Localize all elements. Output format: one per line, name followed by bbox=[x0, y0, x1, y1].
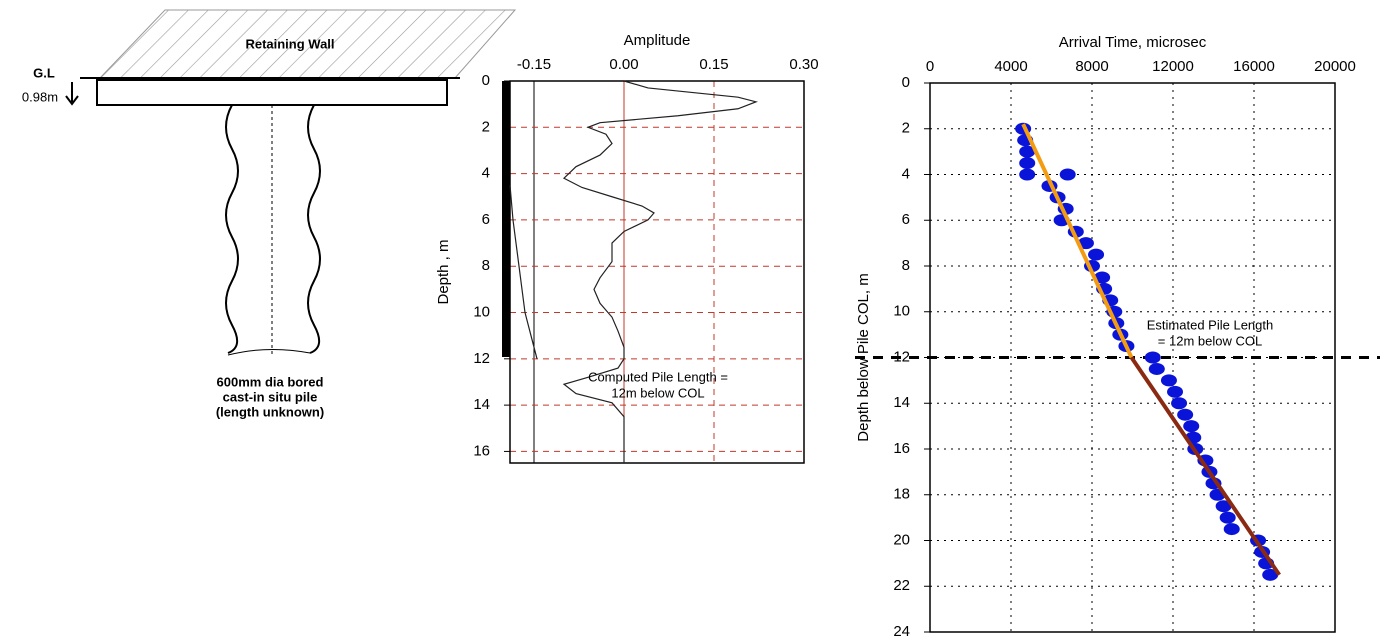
data-point bbox=[1215, 500, 1232, 513]
data-point bbox=[1094, 271, 1111, 284]
data-line bbox=[1021, 123, 1134, 359]
pile-caption: cast-in situ pile bbox=[223, 389, 318, 404]
pile-diagram: Retaining Wall G.L 0.98m 600mm dia bored… bbox=[22, 9, 517, 419]
data-point bbox=[1167, 385, 1184, 398]
y-tick-label: 6 bbox=[482, 211, 490, 228]
data-point bbox=[1177, 408, 1194, 421]
annotation: Estimated Pile Length bbox=[1147, 317, 1273, 332]
x-tick-label: 20000 bbox=[1314, 58, 1356, 75]
arrow-head bbox=[65, 95, 79, 106]
pile-bar bbox=[502, 81, 510, 357]
y-tick-label: 6 bbox=[902, 211, 910, 228]
y-tick-label: 12 bbox=[473, 350, 490, 367]
y-tick-label: 16 bbox=[893, 440, 910, 457]
pile-caption: 600mm dia bored bbox=[217, 374, 324, 389]
x-tick-label: 0 bbox=[926, 58, 934, 75]
x-tick-label: 4000 bbox=[994, 58, 1027, 75]
chart: -0.15 0.00 0.15 0.30 0 2 4 6 8 10 12 14 16 Amplitude D… bbox=[435, 32, 819, 464]
wall-label: Retaining Wall bbox=[245, 36, 334, 51]
y-tick-label: 2 bbox=[482, 118, 490, 135]
x-tick-label: 16000 bbox=[1233, 58, 1275, 75]
y-tick-label: 0 bbox=[482, 72, 490, 89]
data-point bbox=[1088, 248, 1105, 261]
x-tick-label: 0.00 bbox=[609, 56, 638, 73]
data-point bbox=[1148, 362, 1165, 375]
y-tick-label: 4 bbox=[902, 165, 910, 182]
y-tick-label: 24 bbox=[893, 623, 910, 637]
x-tick-label: 0.15 bbox=[699, 56, 728, 73]
y-tick-label: 14 bbox=[893, 394, 910, 411]
chart-title: Amplitude bbox=[624, 32, 691, 49]
data-line bbox=[1129, 356, 1281, 576]
y-tick-label: 14 bbox=[473, 396, 490, 413]
annotation: = 12m below COL bbox=[1158, 333, 1262, 348]
annotation: 12m below COL bbox=[611, 385, 704, 400]
y-tick-label: 18 bbox=[893, 486, 910, 503]
pile-caption: (length unknown) bbox=[216, 404, 324, 419]
gl-label: G.L bbox=[33, 65, 55, 80]
y-tick-label: 16 bbox=[473, 442, 490, 459]
y-tick-label: 20 bbox=[893, 531, 910, 548]
data-line bbox=[562, 80, 758, 463]
data-point bbox=[1262, 568, 1279, 581]
y-tick-label: 10 bbox=[893, 303, 910, 320]
y-tick-label: 8 bbox=[902, 257, 910, 274]
pile-cap bbox=[96, 79, 448, 106]
data-point bbox=[1183, 420, 1200, 433]
annotation: Computed Pile Length = bbox=[588, 369, 728, 384]
y-tick-label: 4 bbox=[482, 165, 490, 182]
x-tick-label: 12000 bbox=[1152, 58, 1194, 75]
data-point bbox=[1171, 397, 1188, 410]
data-point bbox=[1019, 168, 1036, 181]
y-tick-label: 2 bbox=[902, 120, 910, 137]
y-tick-label: 8 bbox=[482, 257, 490, 274]
pile-toe bbox=[227, 348, 311, 356]
data-point bbox=[1160, 374, 1177, 387]
data-point bbox=[1059, 168, 1076, 181]
chart-title: Arrival Time, microsec bbox=[1059, 34, 1207, 51]
y-tick-label: 12 bbox=[893, 348, 910, 365]
data-line bbox=[509, 185, 538, 359]
data-point bbox=[1144, 351, 1161, 364]
plot-frame bbox=[509, 80, 805, 464]
data-point bbox=[1219, 511, 1236, 524]
x-tick-label: -0.15 bbox=[517, 56, 551, 73]
y-tick-label: 22 bbox=[893, 577, 910, 594]
depth-label: 0.98m bbox=[22, 89, 58, 104]
x-tick-label: 0.30 bbox=[789, 56, 818, 73]
pile-side bbox=[307, 104, 321, 354]
y-tick-label: 0 bbox=[902, 74, 910, 91]
y-tick-label: 10 bbox=[473, 303, 490, 320]
x-tick-label: 8000 bbox=[1075, 58, 1108, 75]
chart: 0 4000 8000 12000 16000 200000246810121416182… bbox=[855, 34, 1380, 637]
data-point bbox=[1019, 145, 1036, 158]
pile-side bbox=[225, 104, 239, 354]
data-point bbox=[1223, 523, 1240, 536]
data-point bbox=[1019, 157, 1036, 170]
y-axis-label: Depth , m bbox=[435, 239, 452, 304]
